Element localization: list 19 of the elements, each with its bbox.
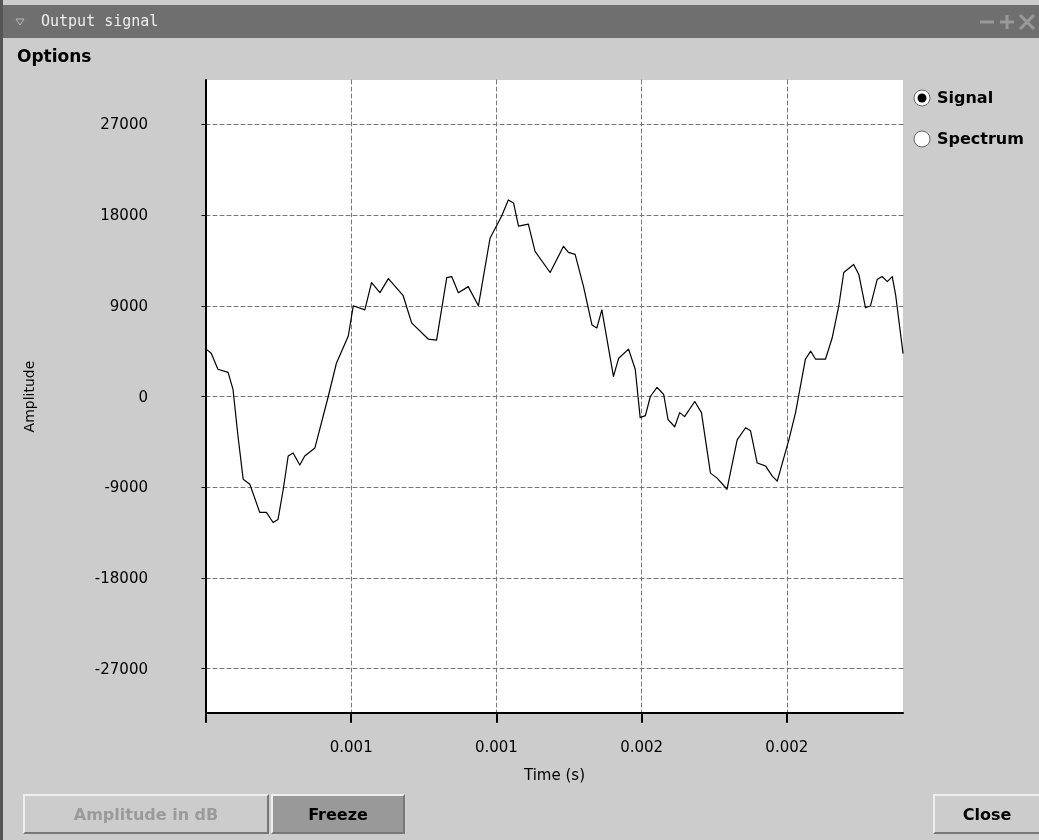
text: Close xyxy=(933,794,1039,834)
x-tick-label: 0.001 xyxy=(329,737,373,756)
y-tick-label: 0 xyxy=(138,387,148,406)
x-tick-label: 0.001 xyxy=(474,737,518,756)
x-tick-label: 0.002 xyxy=(620,737,664,756)
y-tick-label: -18000 xyxy=(94,568,148,587)
text: Freeze xyxy=(271,794,405,834)
y-tick-label: 27000 xyxy=(100,115,148,134)
text: Spectrum xyxy=(937,129,1024,148)
x-tick-label: 0.002 xyxy=(765,737,809,756)
y-axis-title: Amplitude xyxy=(21,360,37,433)
chart-title: Output signal xyxy=(41,11,159,32)
x-axis-title: Time (s) xyxy=(523,765,585,784)
text: Options xyxy=(17,46,92,66)
y-tick-label: 18000 xyxy=(100,206,148,225)
y-tick-label: -9000 xyxy=(104,478,148,497)
text: Signal xyxy=(937,88,994,107)
y-tick-label: 9000 xyxy=(109,296,148,315)
y-tick-label: -27000 xyxy=(94,659,148,678)
